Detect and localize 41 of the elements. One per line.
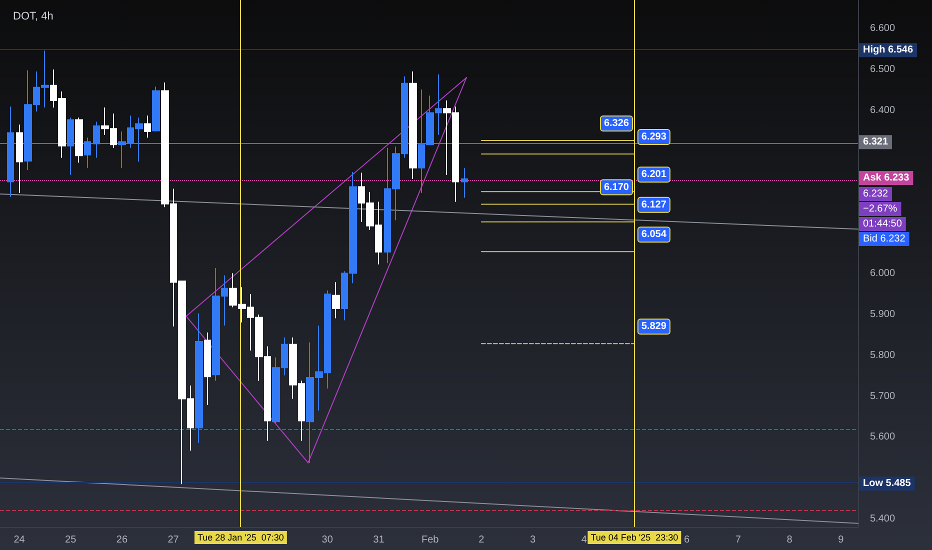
x-tick-label: 6 [684, 534, 690, 546]
text: Bid 6.232 [863, 234, 906, 245]
y-tick-label: 6.000 [870, 268, 896, 280]
x-tick-label: 27 [168, 534, 180, 546]
x-tick-label: 25 [65, 534, 77, 546]
ref-line-label: Tue 04 Feb '25 23:30 [590, 532, 678, 542]
y-tick-label: 5.400 [870, 513, 896, 524]
annotation: 6.170 [604, 182, 630, 193]
ref-line-label: High 6.546 [863, 44, 914, 56]
text: DOT, 4h [13, 10, 54, 22]
y-tick-label: 5.700 [870, 390, 896, 402]
annotation: 6.127 [641, 199, 667, 210]
annotation: 6.201 [641, 169, 667, 180]
annotation: 6.293 [641, 132, 667, 143]
ref-line-label: Ask 6.233 [863, 172, 910, 184]
x-tick-label: Feb [421, 534, 440, 546]
x-tick-label: 30 [322, 534, 334, 546]
x-tick-label: 31 [373, 534, 385, 546]
x-tick-label: 7 [735, 534, 742, 546]
ref-line-label: Low 5.485 [863, 478, 912, 490]
text: −2.67% [863, 204, 898, 215]
x-tick-label: 4 [581, 534, 588, 546]
annotation: 6.054 [641, 229, 667, 240]
x-tick-label: 26 [116, 534, 128, 546]
y-tick-label: 6.500 [870, 64, 896, 75]
y-tick-label: 5.600 [870, 432, 896, 443]
y-tick-label: 5.800 [870, 350, 896, 361]
x-tick-label: 9 [838, 534, 844, 546]
annotation: 6.326 [604, 118, 630, 130]
y-tick-label: 5.900 [870, 309, 896, 320]
text: 6.232 [863, 188, 888, 200]
y-tick-label: 6.600 [870, 23, 896, 34]
x-tick-label: 8 [786, 534, 793, 546]
x-tick-label: 3 [530, 534, 536, 546]
y-tick-label: 6.400 [870, 104, 896, 116]
annotation: 5.829 [641, 321, 667, 332]
text: 01:44:50 [863, 218, 902, 230]
x-tick-label: 24 [14, 534, 26, 546]
ref-line-label: Tue 28 Jan '25 07:30 [197, 532, 284, 542]
x-tick-label: 2 [478, 534, 485, 546]
ref-line-label: 6.321 [863, 136, 888, 148]
